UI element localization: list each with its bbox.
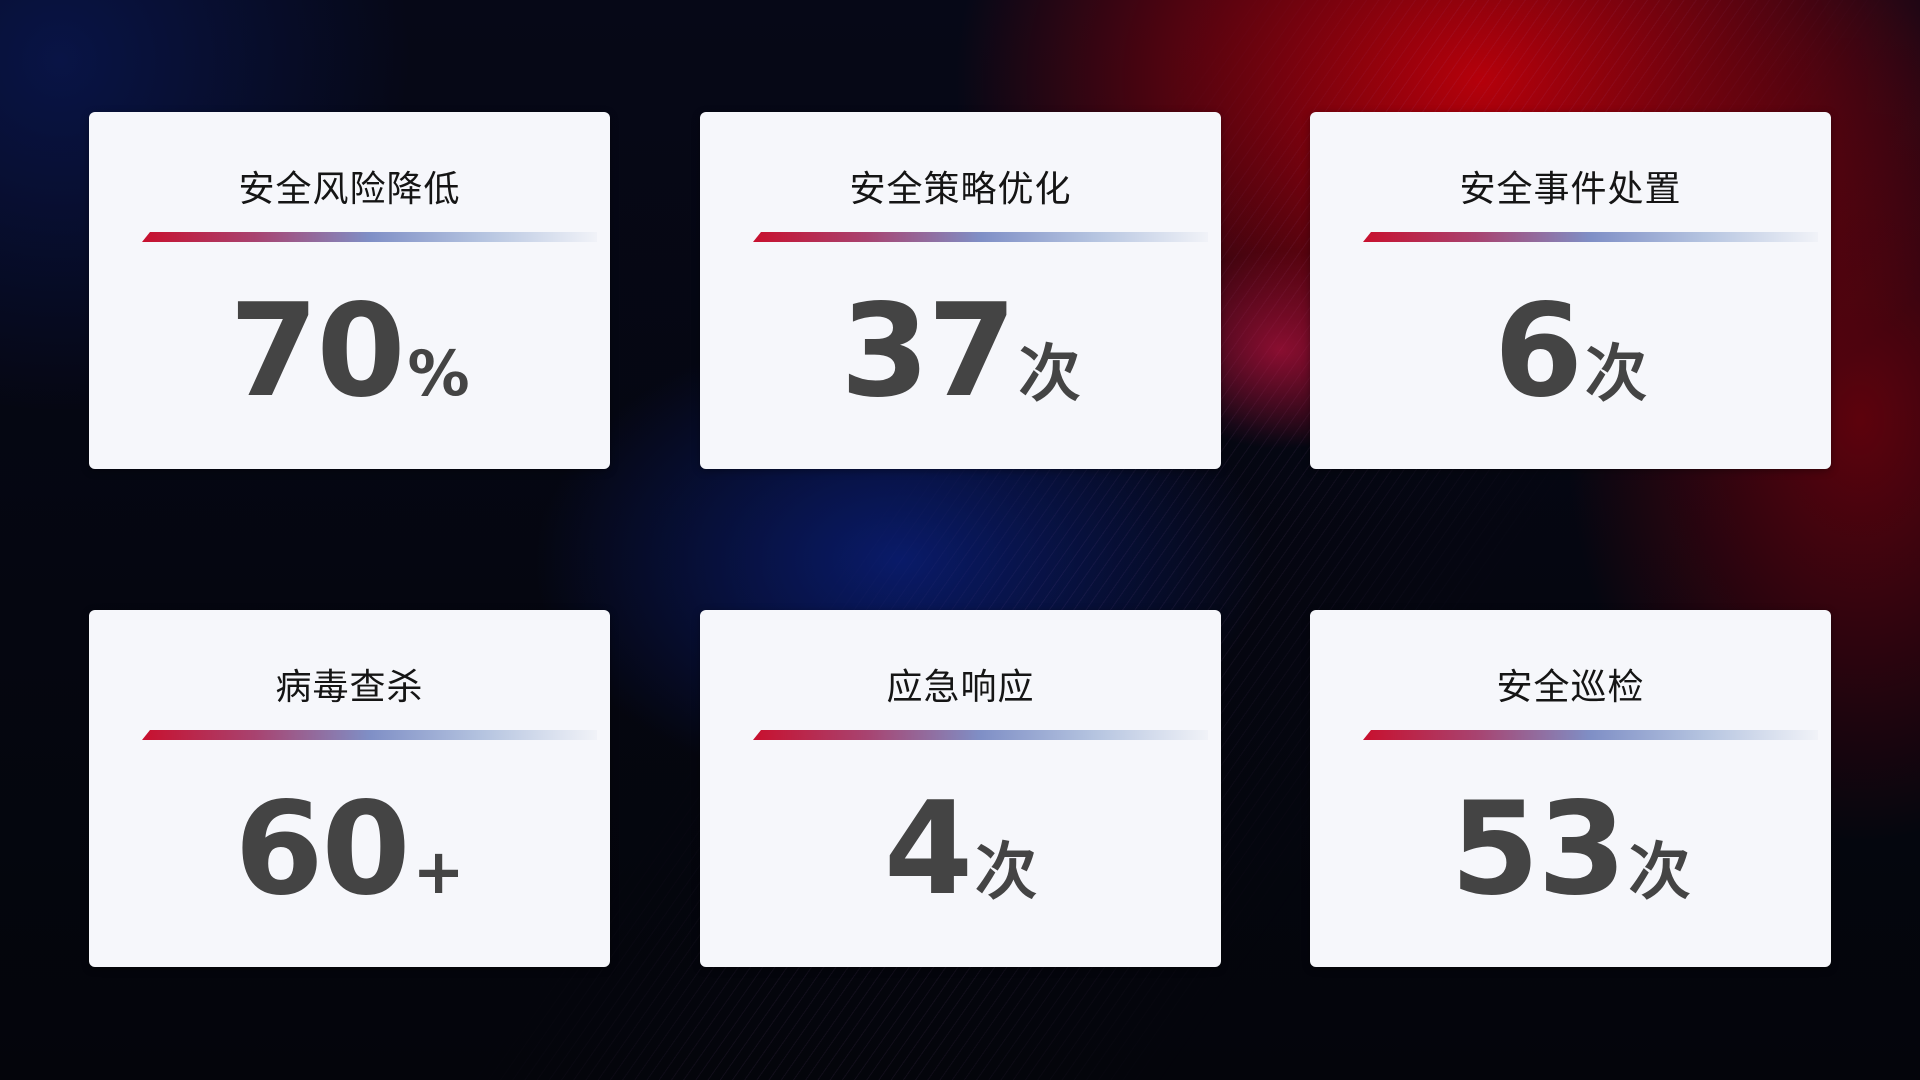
value-number: 70 — [229, 277, 405, 426]
card-value: 53次 — [1310, 775, 1831, 924]
stat-card-security-inspection: 安全巡检 53次 — [1310, 610, 1831, 967]
gradient-divider — [753, 232, 1208, 242]
card-title: 安全风险降低 — [238, 169, 461, 210]
gradient-divider — [1363, 232, 1818, 242]
value-number: 4 — [883, 775, 973, 924]
value-number: 37 — [840, 277, 1016, 426]
stat-card-emergency-response: 应急响应 4次 — [700, 610, 1221, 967]
card-value: 70% — [89, 277, 610, 426]
card-title: 安全事件处置 — [1459, 169, 1682, 210]
card-title: 病毒查杀 — [275, 667, 424, 708]
gradient-divider — [753, 730, 1208, 740]
card-value: 6次 — [1310, 277, 1831, 426]
value-unit: 次 — [1585, 337, 1648, 410]
value-number: 6 — [1493, 277, 1583, 426]
card-value: 60+ — [89, 775, 610, 924]
card-title: 安全策略优化 — [849, 169, 1072, 210]
value-unit: 次 — [1628, 835, 1691, 908]
card-title: 应急响应 — [886, 667, 1035, 708]
value-unit: + — [412, 835, 465, 908]
gradient-divider — [142, 730, 597, 740]
stat-card-risk-reduction: 安全风险降低 70% — [89, 112, 610, 469]
value-unit: 次 — [1018, 337, 1081, 410]
gradient-divider — [142, 232, 597, 242]
stat-card-virus-removal: 病毒查杀 60+ — [89, 610, 610, 967]
value-number: 60 — [234, 775, 410, 924]
stat-card-incident-handling: 安全事件处置 6次 — [1310, 112, 1831, 469]
value-unit: % — [407, 337, 470, 410]
value-number: 53 — [1450, 775, 1626, 924]
card-title: 安全巡检 — [1496, 667, 1645, 708]
value-unit: 次 — [975, 835, 1038, 908]
card-value: 4次 — [700, 775, 1221, 924]
stat-card-policy-optimization: 安全策略优化 37次 — [700, 112, 1221, 469]
card-value: 37次 — [700, 277, 1221, 426]
gradient-divider — [1363, 730, 1818, 740]
